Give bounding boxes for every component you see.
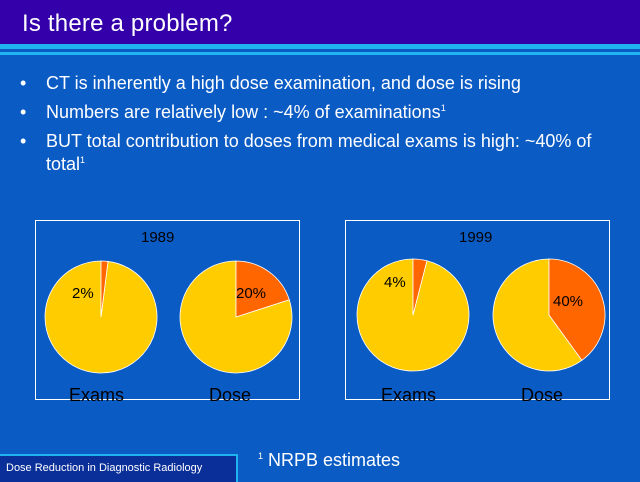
bullet-text: Numbers are relatively low : ~4% of exam…: [46, 102, 441, 122]
footnote-ref: 1: [440, 103, 446, 113]
pie-group: [44, 260, 293, 374]
bullet-dot: •: [20, 131, 27, 151]
footnote: 1 NRPB estimates: [258, 450, 400, 471]
title-bar: Is there a problem?: [0, 0, 640, 44]
pie-slice-ct: [548, 258, 606, 361]
footer-band: Dose Reduction in Diagnostic Radiology: [0, 454, 238, 482]
pie-slice-ct: [412, 258, 428, 316]
chart-title: 1999: [459, 229, 493, 246]
footnote-text: NRPB estimates: [263, 450, 401, 470]
pie-slice-other: [179, 260, 293, 374]
data-label: 4%: [384, 274, 406, 291]
pie-group: [356, 258, 606, 372]
data-label: 20%: [236, 285, 267, 302]
footnote-ref: 1: [80, 155, 86, 165]
data-label: 2%: [72, 285, 94, 302]
category-label: Dose: [521, 385, 564, 405]
bullet-text: BUT total contribution to doses from med…: [46, 131, 592, 174]
bullet-item: • CT is inherently a high dose examinatio…: [20, 72, 630, 95]
title-rule: [0, 52, 640, 55]
footnote-marker: 1: [258, 451, 264, 461]
chart-1989: 1989 2% 20% Exams Dose: [35, 220, 300, 405]
pie-slice-ct: [235, 260, 290, 318]
bullet-dot: •: [20, 73, 27, 93]
pie-slice-ct: [100, 260, 109, 318]
footer-text: Dose Reduction in Diagnostic Radiology: [6, 462, 203, 474]
pie-slice-other: [492, 258, 583, 372]
bullet-list: • CT is inherently a high dose examinatio…: [20, 72, 630, 182]
bullet-text: CT is inherently a high dose examination…: [46, 73, 521, 93]
data-label: 40%: [553, 293, 584, 310]
bullet-item: • Numbers are relatively low : ~4% of exa…: [20, 101, 630, 124]
chart-1999: 1999 4% 40% Exams Dose: [345, 220, 610, 405]
category-label: Dose: [209, 385, 252, 405]
title-rule: [0, 44, 640, 49]
bullet-dot: •: [20, 102, 27, 122]
category-label: Exams: [381, 385, 437, 405]
category-label: Exams: [69, 385, 125, 405]
chart-title: 1989: [141, 229, 175, 246]
slide-title: Is there a problem?: [22, 10, 233, 37]
bullet-item: • BUT total contribution to doses from me…: [20, 130, 630, 176]
